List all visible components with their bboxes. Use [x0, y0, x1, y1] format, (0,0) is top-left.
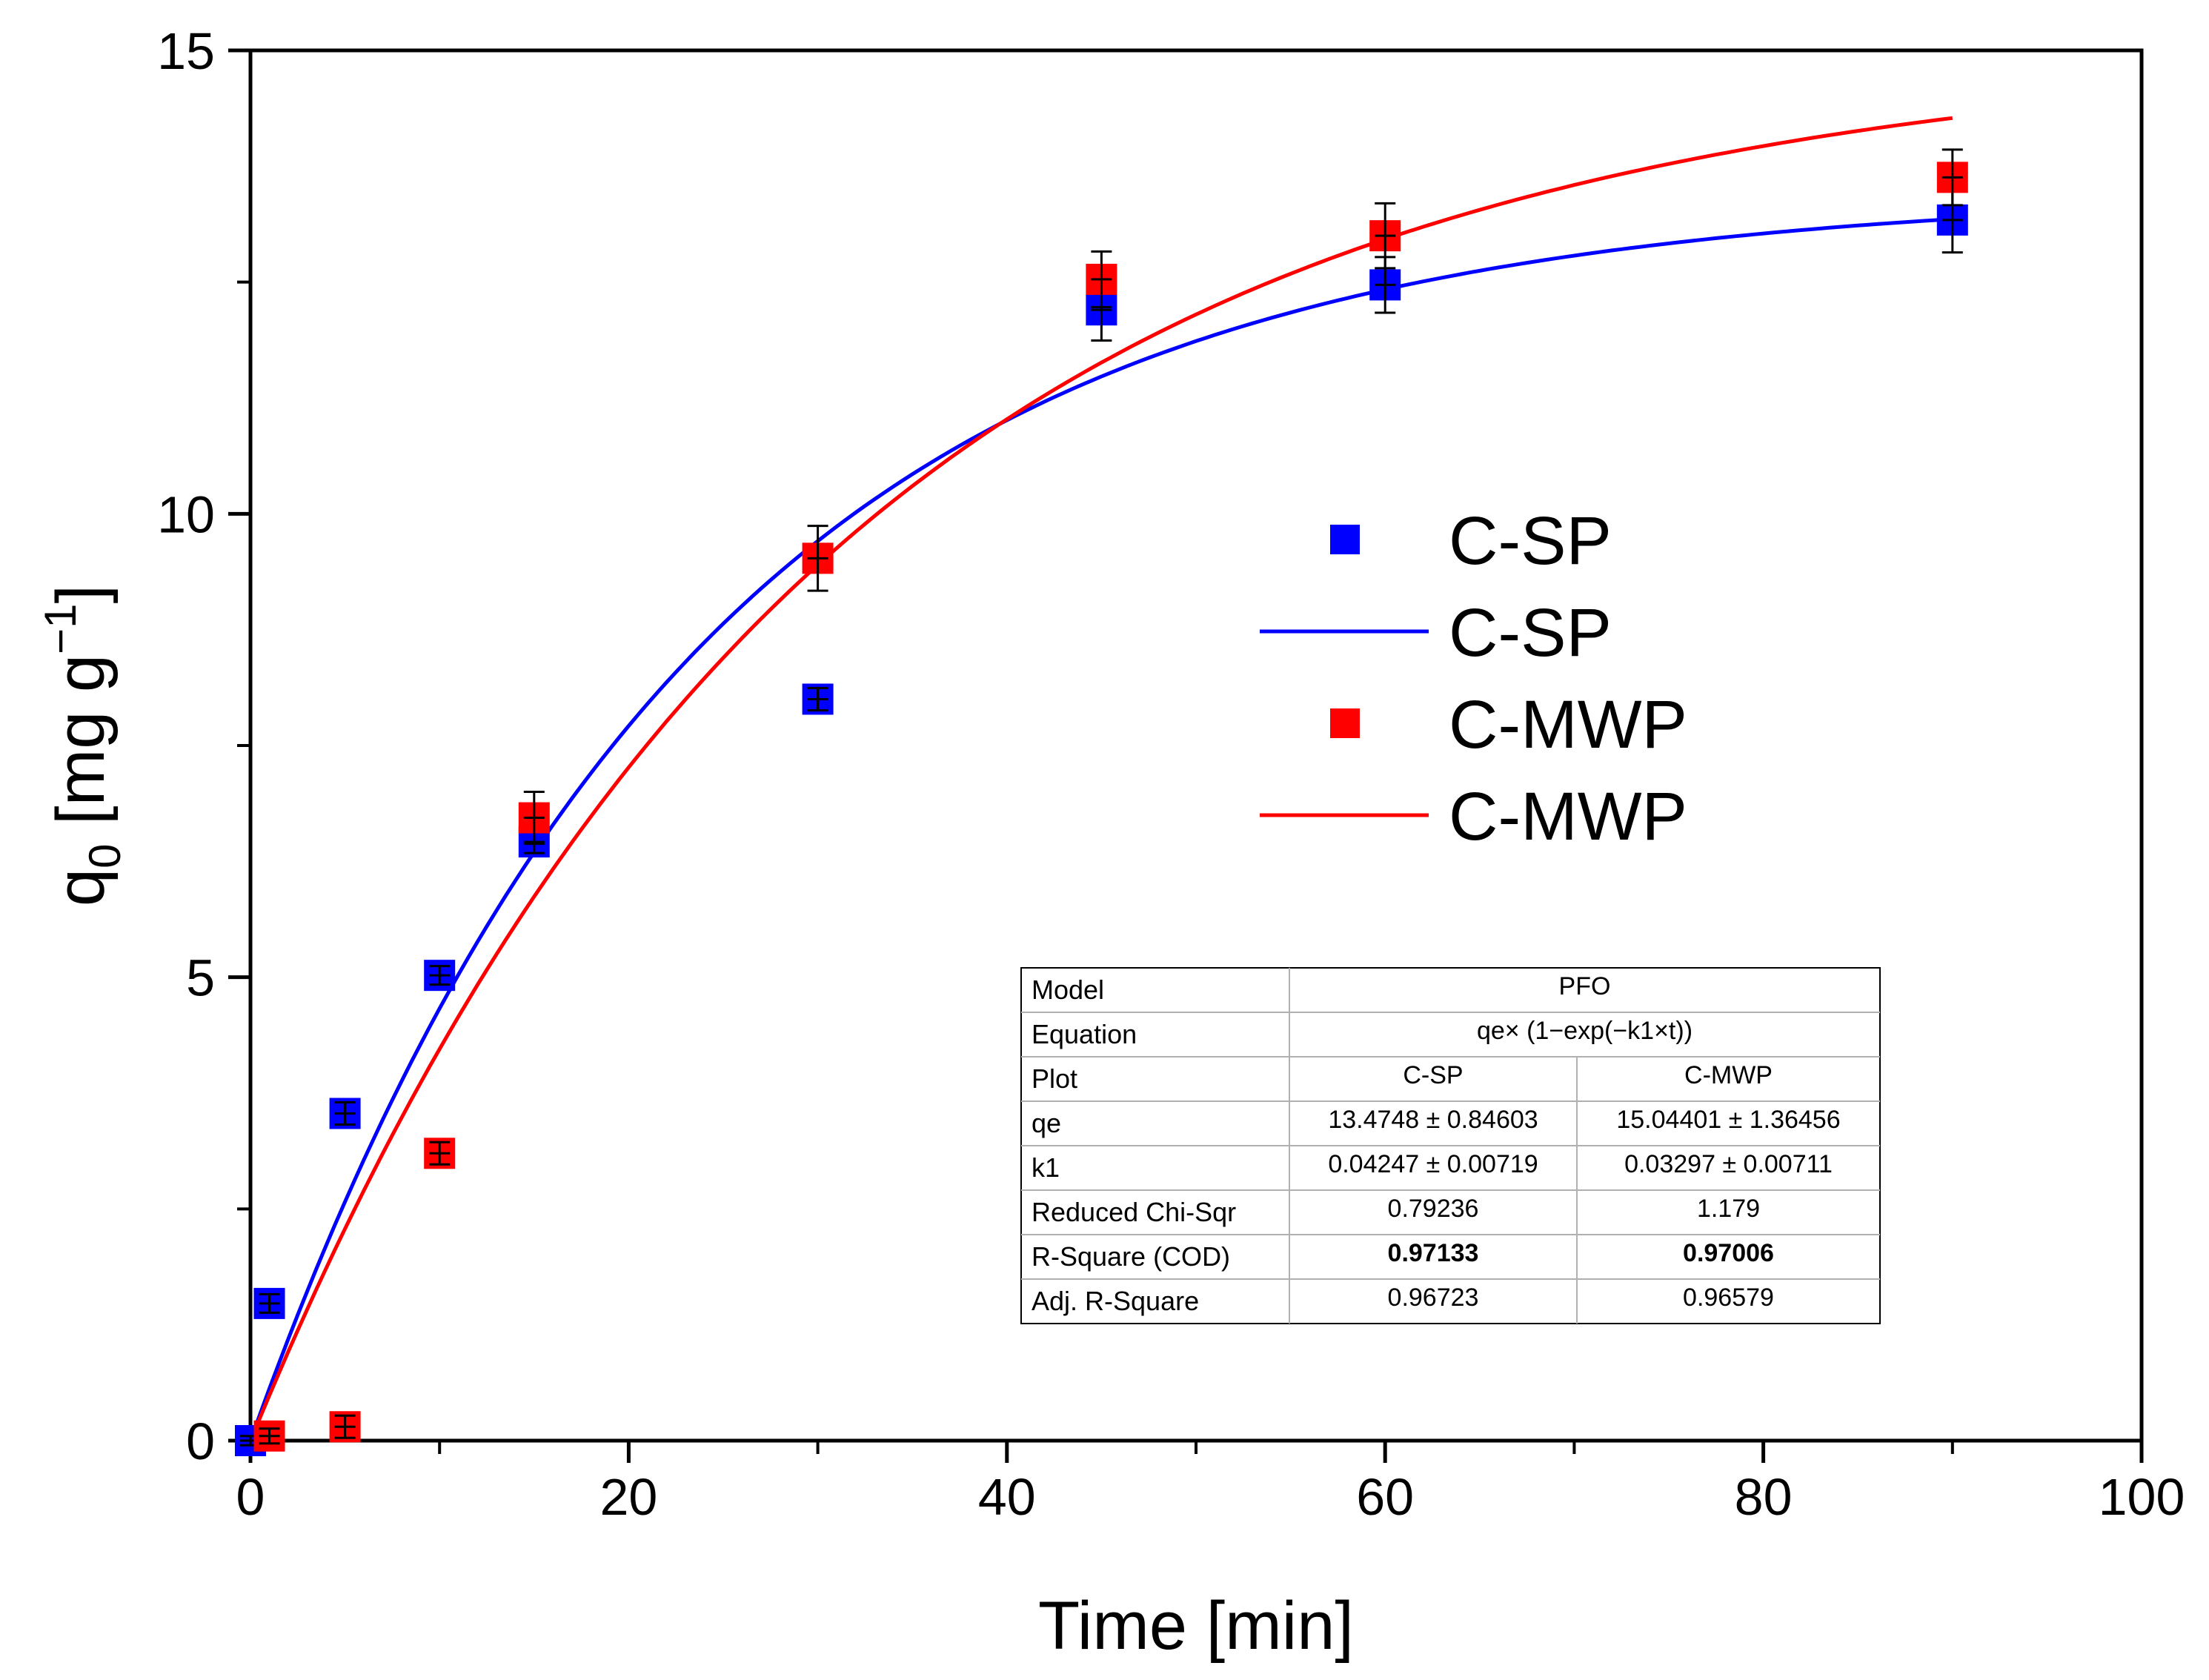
y-axis-tick-labels: 0 5 10 15 — [157, 22, 215, 1470]
table-cell: 0.03297 ± 0.00711 — [1624, 1150, 1833, 1178]
legend: C-SP C-SP C-MWP C-MWP — [1260, 503, 1687, 854]
data-point-c-sp — [1936, 186, 1968, 254]
x-tick-label: 40 — [978, 1468, 1036, 1526]
data-point-c-mwp — [329, 1411, 361, 1443]
data-point-c-mwp — [1936, 148, 1968, 207]
x-tick-label: 20 — [599, 1468, 657, 1526]
table-cell: 0.97006 — [1683, 1239, 1774, 1267]
data-point-c-mwp — [424, 1138, 456, 1169]
table-cell: 13.4748 ± 0.84603 — [1328, 1106, 1538, 1134]
legend-entry: C-MWP — [1330, 687, 1687, 763]
data-point-c-sp — [802, 683, 834, 715]
y-axis-ticks — [228, 48, 250, 1443]
table-cell: C-MWP — [1684, 1061, 1773, 1089]
table-cell: 0.97133 — [1388, 1239, 1479, 1267]
data-point-c-mwp — [518, 791, 550, 846]
table-cell: PFO — [1559, 972, 1611, 1000]
table-cell: C-SP — [1403, 1061, 1463, 1089]
x-tick-label: 0 — [236, 1468, 265, 1526]
table-row-label: Plot — [1032, 1063, 1077, 1094]
x-axis-label: Time [min] — [1038, 1588, 1354, 1664]
data-point-c-sp — [253, 1287, 285, 1319]
data-point-c-mwp — [802, 525, 834, 592]
legend-label: C-MWP — [1449, 779, 1687, 854]
legend-label: C-SP — [1449, 595, 1612, 671]
table-cell: 1.179 — [1697, 1195, 1760, 1223]
table-cell: 0.96579 — [1683, 1284, 1774, 1312]
x-axis-tick-labels: 0 20 40 60 80 100 — [236, 1468, 2185, 1526]
x-tick-label: 100 — [2099, 1468, 2185, 1526]
table-row-label: Adj. R-Square — [1032, 1286, 1199, 1316]
table-row-label: Reduced Chi-Sqr — [1032, 1197, 1236, 1227]
fit-line-c-mwp — [248, 116, 1953, 1441]
legend-label: C-SP — [1449, 503, 1612, 579]
data-point-c-sp — [329, 1098, 361, 1129]
y-tick-label: 5 — [186, 949, 215, 1007]
legend-label: C-MWP — [1449, 687, 1687, 763]
data-point-c-sp — [1369, 256, 1401, 314]
table-cell: 0.79236 — [1388, 1195, 1479, 1223]
legend-entry: C-SP — [1330, 503, 1612, 579]
data-point-c-mwp — [1086, 250, 1117, 308]
data-point-c-sp — [424, 960, 456, 992]
x-tick-label: 60 — [1356, 1468, 1414, 1526]
data-point-c-mwp — [1369, 202, 1401, 270]
table-cell: qe× (1−exp(−k1×t)) — [1477, 1017, 1693, 1045]
legend-marker — [1330, 708, 1360, 738]
table-cell: 0.04247 ± 0.00719 — [1328, 1150, 1538, 1178]
y-tick-label: 0 — [186, 1412, 215, 1470]
table-row-label: k1 — [1032, 1152, 1060, 1183]
legend-marker — [1330, 525, 1360, 554]
x-axis-ticks — [248, 1441, 2144, 1463]
data-points — [235, 148, 1968, 1456]
table-row-label: qe — [1032, 1108, 1061, 1138]
results-table: Model PFO Equation qe× (1−exp(−k1×t)) Plot C-… — [1020, 967, 1881, 1324]
y-tick-label: 15 — [157, 22, 215, 80]
table-cell: 0.96723 — [1388, 1284, 1479, 1312]
data-point-c-mwp — [253, 1420, 285, 1452]
x-tick-label: 80 — [1735, 1468, 1793, 1526]
legend-entry: C-MWP — [1260, 779, 1687, 854]
y-tick-label: 10 — [157, 485, 215, 543]
table-cell: 15.04401 ± 1.36456 — [1616, 1106, 1840, 1134]
table-row-label: Equation — [1032, 1019, 1137, 1049]
y-axis-label: q0 [mg g−1] — [36, 585, 130, 906]
table-row-label: Model — [1032, 975, 1104, 1005]
table-row-label: R-Square (COD) — [1032, 1241, 1230, 1272]
legend-entry: C-SP — [1260, 595, 1612, 671]
